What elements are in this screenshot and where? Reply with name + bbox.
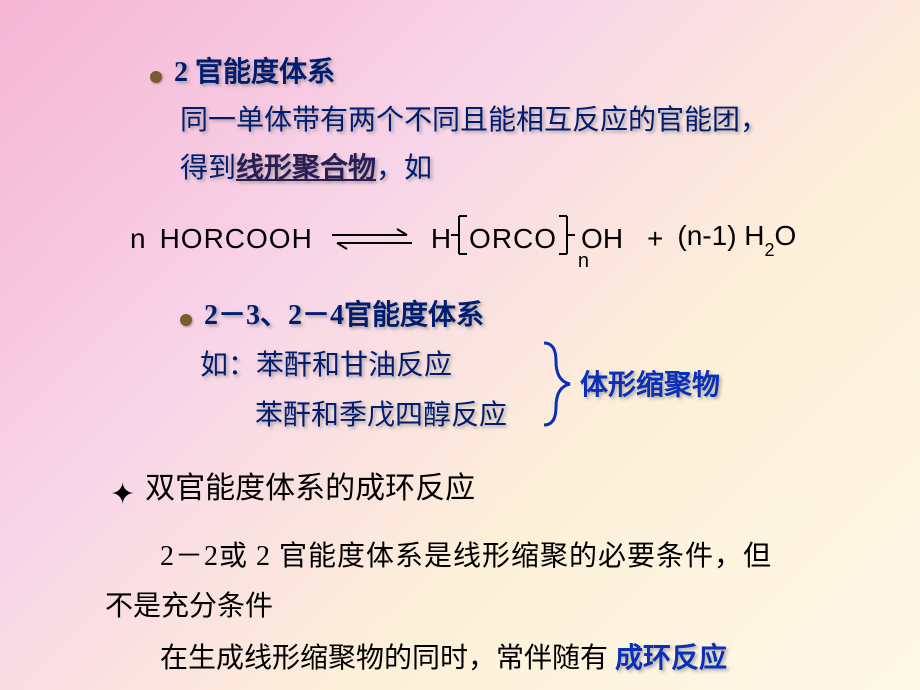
formula-left-mol: HORCOOH	[160, 223, 313, 255]
line-1a: 同一单体带有两个不同且能相互反应的官能团，	[180, 98, 920, 138]
para2-em: 成环反应	[615, 643, 727, 674]
bullet-dot-icon	[150, 71, 162, 83]
examples-block: 如：苯酐和甘油反应 苯酐和季戊四醇反应 体形缩聚物	[0, 343, 920, 433]
byproduct-sub: 2	[765, 240, 775, 260]
para2: 在生成线形缩聚物的同时，常伴随有 成环反应	[160, 636, 920, 676]
byproduct-pre: (n-1) H	[677, 220, 764, 251]
bullet2-title: 2－3、2－4官能度体系	[204, 300, 484, 331]
byproduct: (n-1) H2O	[677, 220, 796, 257]
bullet-1: 2 官能度体系	[150, 50, 920, 90]
star-title: 双官能度体系的成环反应	[145, 472, 475, 505]
star-heading: ✦ 双官能度体系的成环反应	[110, 463, 920, 512]
line1b-post: ，如	[376, 153, 432, 184]
brace-label: 体形缩聚物	[580, 363, 720, 403]
line1b-em: 线形聚合物	[236, 153, 376, 184]
left-bracket-icon	[451, 214, 467, 263]
reaction-formula: n HORCOOH H ORCO n	[130, 214, 920, 263]
bullet1-title: 2 官能度体系	[174, 57, 335, 88]
right-brace-icon	[540, 339, 574, 429]
bullet-2: 2－3、2－4官能度体系	[180, 293, 920, 333]
star-icon: ✦	[110, 477, 135, 512]
formula-plus: +	[647, 223, 663, 255]
right-bracket-icon: n	[559, 214, 575, 263]
polymer-unit: H ORCO n OH	[431, 214, 623, 263]
equilibrium-arrows-icon	[327, 224, 417, 254]
para2-pre: 在生成线形缩聚物的同时，常伴随有	[160, 643, 615, 674]
line1b-pre: 得到	[180, 153, 236, 184]
para1-line2: 不是充分条件	[105, 584, 920, 624]
formula-unit: ORCO	[467, 223, 559, 255]
formula-n: n	[130, 223, 146, 255]
para1-line1: 2－2或 2 官能度体系是线形缩聚的必要条件，但	[160, 534, 920, 574]
formula-H: H	[431, 223, 451, 255]
line-1b: 得到线形聚合物，如	[180, 146, 920, 186]
byproduct-post: O	[775, 220, 797, 251]
bullet-dot-icon	[180, 314, 192, 326]
